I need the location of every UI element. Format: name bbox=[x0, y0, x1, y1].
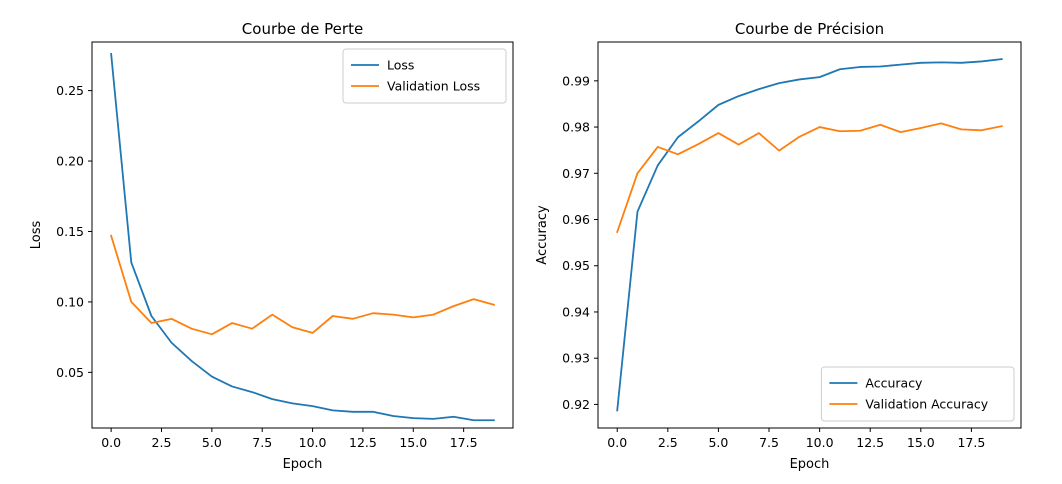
legend-entry: Validation Loss bbox=[387, 79, 480, 94]
x-tick-label: 5.0 bbox=[708, 435, 728, 450]
axes-frame bbox=[91, 41, 514, 429]
y-tick-label: 0.20 bbox=[56, 154, 84, 169]
legend-entry: Loss bbox=[387, 58, 414, 73]
x-tick-label: 5.0 bbox=[202, 435, 222, 450]
legend-entry: Accuracy bbox=[865, 376, 923, 391]
x-tick-label: 7.5 bbox=[252, 435, 272, 450]
y-axis-label: Loss bbox=[29, 221, 44, 250]
y-tick-label: 0.92 bbox=[562, 397, 590, 412]
x-tick-label: 0.0 bbox=[607, 435, 627, 450]
x-tick-label: 10.0 bbox=[299, 435, 327, 450]
chart-title: Courbe de Précision bbox=[735, 20, 884, 38]
y-tick-label: 0.96 bbox=[562, 212, 590, 227]
axes-frame bbox=[597, 41, 1022, 429]
subplot-2: 0.0 2.5 5.0 7.5 10.0 12.5 15.0 17.5 0.92 0.93 0.94… bbox=[535, 20, 1022, 472]
legend-box bbox=[820, 366, 1015, 422]
legend: Accuracy Validation Accuracy bbox=[820, 366, 1015, 422]
x-tick-label: 2.5 bbox=[152, 435, 172, 450]
x-axis-label: Epoch bbox=[790, 457, 830, 472]
x-tick-label: 12.5 bbox=[349, 435, 377, 450]
y-tick-label: 0.15 bbox=[56, 224, 84, 239]
series-line-1 bbox=[110, 52, 495, 422]
x-tick-label: 15.0 bbox=[907, 435, 935, 450]
x-tick-label: 7.5 bbox=[759, 435, 779, 450]
y-tick-label: 0.99 bbox=[562, 73, 590, 88]
y-tick-label: 0.94 bbox=[562, 304, 590, 319]
x-tick-label: 2.5 bbox=[658, 435, 678, 450]
subplot-1: 0.0 2.5 5.0 7.5 10.0 12.5 15.0 17.5 0.05 0.10 0.15… bbox=[29, 20, 514, 472]
x-tick-label: 0.0 bbox=[101, 435, 121, 450]
y-tick-label: 0.95 bbox=[562, 258, 590, 273]
y-tick-label: 0.98 bbox=[562, 120, 590, 135]
x-tick-label: 12.5 bbox=[856, 435, 884, 450]
x-tick-label: 15.0 bbox=[399, 435, 427, 450]
y-tick-label: 0.97 bbox=[562, 166, 590, 181]
series-line-1 bbox=[616, 58, 1003, 412]
chart-title: Courbe de Perte bbox=[242, 20, 363, 38]
x-tick-label: 17.5 bbox=[957, 435, 985, 450]
series-line-2 bbox=[616, 122, 1003, 234]
x-tick-label: 17.5 bbox=[450, 435, 478, 450]
y-tick-label: 0.25 bbox=[56, 83, 84, 98]
legend-entry: Validation Accuracy bbox=[865, 397, 988, 412]
x-tick-label: 10.0 bbox=[806, 435, 834, 450]
legend: Loss Validation Loss bbox=[342, 48, 507, 104]
y-tick-label: 0.10 bbox=[56, 294, 84, 309]
series-line-2 bbox=[110, 234, 495, 336]
y-tick-label: 0.05 bbox=[56, 365, 84, 380]
y-tick-label: 0.93 bbox=[562, 351, 590, 366]
y-axis-label: Accuracy bbox=[535, 205, 550, 265]
legend-box bbox=[342, 48, 507, 104]
x-axis-label: Epoch bbox=[283, 457, 323, 472]
